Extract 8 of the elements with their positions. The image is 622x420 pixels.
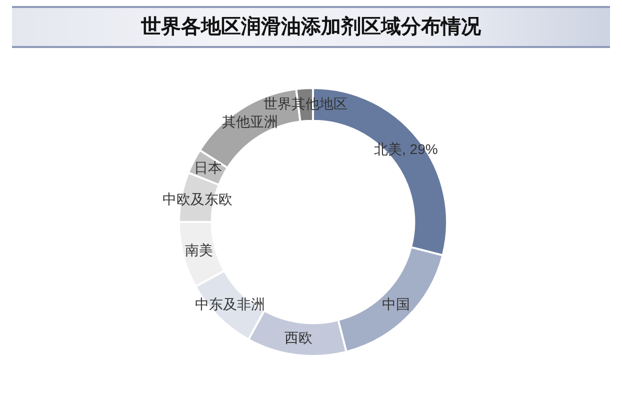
slice-label: 中欧及东欧 — [162, 190, 232, 207]
slice-label: 中东及非洲 — [194, 296, 265, 312]
slice-label: 南美 — [185, 242, 214, 258]
slice-label: 西欧 — [284, 330, 312, 346]
chart-title: 世界各地区润滑油添加剂区域分布情况 — [141, 15, 481, 39]
slice-label: 中国 — [382, 296, 410, 312]
slice-label: 其他亚洲 — [222, 114, 278, 130]
slice-label: 日本 — [194, 159, 222, 176]
